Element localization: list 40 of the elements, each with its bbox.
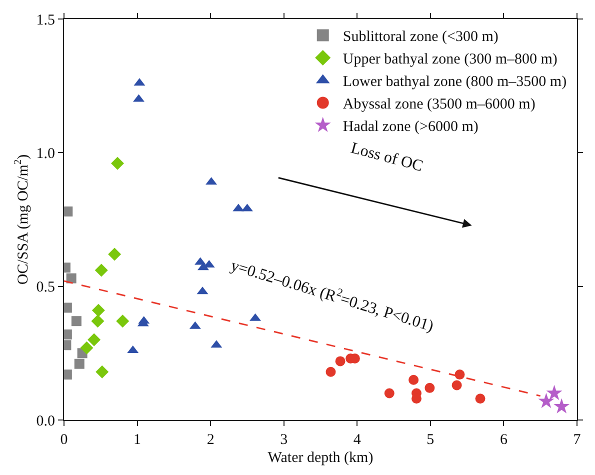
point (96, 365, 109, 378)
x-tick-label: 5 (426, 432, 434, 448)
point (91, 314, 104, 328)
legend-label: Sublittoral zone (<300 m) (342, 29, 498, 46)
point (454, 370, 465, 380)
point (424, 382, 435, 393)
legend-label: Hadal zone (>6000 m) (342, 119, 478, 136)
x-tick-label: 7 (573, 432, 582, 448)
legend-label: Upper bathyal zone (300 m–800 m) (342, 52, 558, 68)
point (88, 333, 101, 346)
point (335, 356, 346, 366)
point (94, 264, 108, 277)
x-tick-label: 1 (134, 432, 142, 448)
point (475, 394, 486, 404)
annotation: Loss of OC (349, 140, 425, 176)
y-tick-label: 0.0 (36, 413, 55, 430)
point (108, 248, 122, 261)
x-axis-title: Water depth (km) (268, 450, 374, 466)
point (116, 314, 130, 328)
y-tick-label: 0.5 (36, 280, 55, 296)
x-tick-label: 4 (353, 432, 362, 448)
point (554, 398, 570, 414)
point (408, 374, 419, 385)
point (92, 304, 105, 317)
point (64, 206, 73, 216)
x-tick-label: 3 (280, 432, 288, 448)
x-tick-label: 2 (206, 432, 214, 448)
legend-label: Abyssal zone (3500 m–6000 m) (342, 96, 536, 113)
point (326, 366, 336, 377)
legend-label: Lower bathyal zone (800 m–3500 m) (342, 74, 567, 90)
x-tick-label: 0 (60, 432, 68, 448)
x-tick-label: 6 (500, 432, 508, 448)
point (452, 380, 462, 390)
y-tick-label: 1.0 (36, 146, 55, 162)
point (80, 341, 94, 354)
point (111, 156, 124, 170)
point (546, 384, 562, 400)
y-tick-label: 1.5 (36, 12, 55, 28)
point (538, 392, 554, 408)
point (384, 388, 394, 398)
